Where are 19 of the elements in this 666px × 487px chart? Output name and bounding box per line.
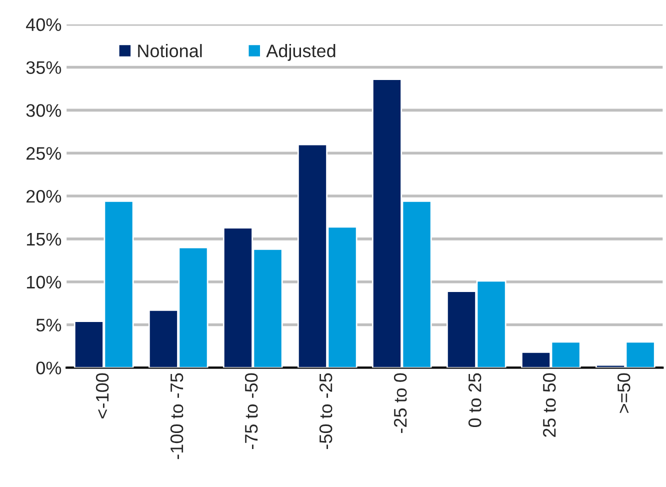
y-tick-label: 40%: [26, 18, 62, 32]
x-tick-label: -75 to -50: [244, 373, 258, 450]
y-tick-label: 5%: [36, 318, 62, 332]
legend-label: Adjusted: [266, 44, 336, 61]
y-tick-label: 15%: [26, 232, 62, 246]
y-tick-label: 25%: [26, 147, 62, 160]
x-tick-label: 0 to 25: [468, 373, 482, 428]
x-tick-label: -50 to -25: [319, 373, 332, 450]
y-tick-label: 0%: [36, 362, 62, 374]
x-tick-label: >=50: [617, 373, 630, 413]
legend-label: Notional: [138, 44, 202, 58]
x-tick-label: -100 to -75: [170, 373, 184, 460]
x-tick-label: 25 to 50: [542, 373, 556, 437]
y-tick-label: 35%: [26, 61, 62, 74]
x-tick-label: -25 to 0: [394, 373, 407, 433]
x-tick-label: <-100: [96, 373, 109, 418]
y-tick-label: 20%: [26, 190, 62, 203]
y-tick-label: 10%: [26, 276, 62, 289]
y-tick-label: 30%: [26, 104, 62, 117]
